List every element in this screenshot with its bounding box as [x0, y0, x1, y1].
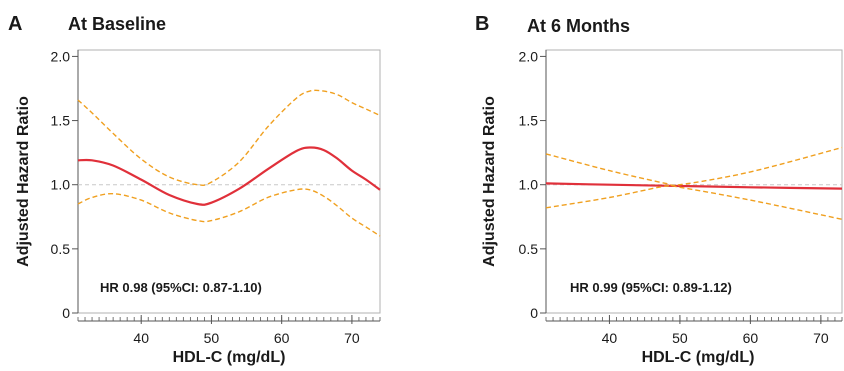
y-tick-label: 0	[62, 305, 70, 321]
x-tick-label: 40	[602, 330, 618, 346]
hr-annotation: HR 0.98 (95%CI: 0.87-1.10)	[100, 280, 262, 295]
series-ci-upper-line	[545, 146, 843, 187]
y-axis-label: Adjusted Hazard Ratio	[481, 96, 498, 267]
y-tick-label: 0.5	[519, 241, 539, 257]
panel-a: A At Baseline 0 0.5 1.0 1.5 2.0 40 50 60 70 HDL-C (…	[8, 13, 381, 366]
x-tick-label: 40	[133, 330, 149, 346]
series-ci-lower-line	[545, 184, 843, 220]
x-tick-label: 50	[672, 330, 688, 346]
panel-letter: B	[475, 13, 489, 35]
panel-b: B At 6 Months 0 0.5 1.0 1.5 2.0 40 50 60 70 HDL-C (…	[475, 13, 843, 366]
y-tick-label: 0.5	[51, 241, 71, 257]
y-tick-label: 0	[530, 305, 538, 321]
plot-frame	[545, 49, 843, 314]
y-tick-label: 1.5	[51, 113, 71, 129]
y-tick-label: 2.0	[51, 48, 71, 64]
series-estimate-line	[77, 146, 381, 206]
series-ci-upper-line	[77, 89, 381, 187]
x-axis-label: HDL-C (mg/dL)	[173, 349, 286, 366]
x-tick-label: 50	[204, 330, 220, 346]
hr-annotation: HR 0.99 (95%CI: 0.89-1.12)	[570, 280, 732, 295]
x-axis-label: HDL-C (mg/dL)	[642, 349, 755, 366]
panel-title: At Baseline	[68, 14, 166, 34]
y-axis-label: Adjusted Hazard Ratio	[15, 96, 32, 267]
plot-frame	[77, 49, 381, 314]
y-tick-label: 1.5	[519, 113, 539, 129]
y-tick-label: 1.0	[519, 177, 539, 193]
panel-title: At 6 Months	[527, 16, 630, 36]
x-tick-label: 70	[344, 330, 360, 346]
panel-letter: A	[8, 13, 22, 35]
series-estimate-line	[545, 182, 843, 190]
x-tick-label: 70	[813, 330, 829, 346]
x-tick-label: 60	[743, 330, 759, 346]
series-ci-lower-line	[77, 188, 381, 237]
y-tick-label: 2.0	[519, 48, 539, 64]
x-tick-label: 60	[274, 330, 290, 346]
y-tick-label: 1.0	[51, 177, 71, 193]
